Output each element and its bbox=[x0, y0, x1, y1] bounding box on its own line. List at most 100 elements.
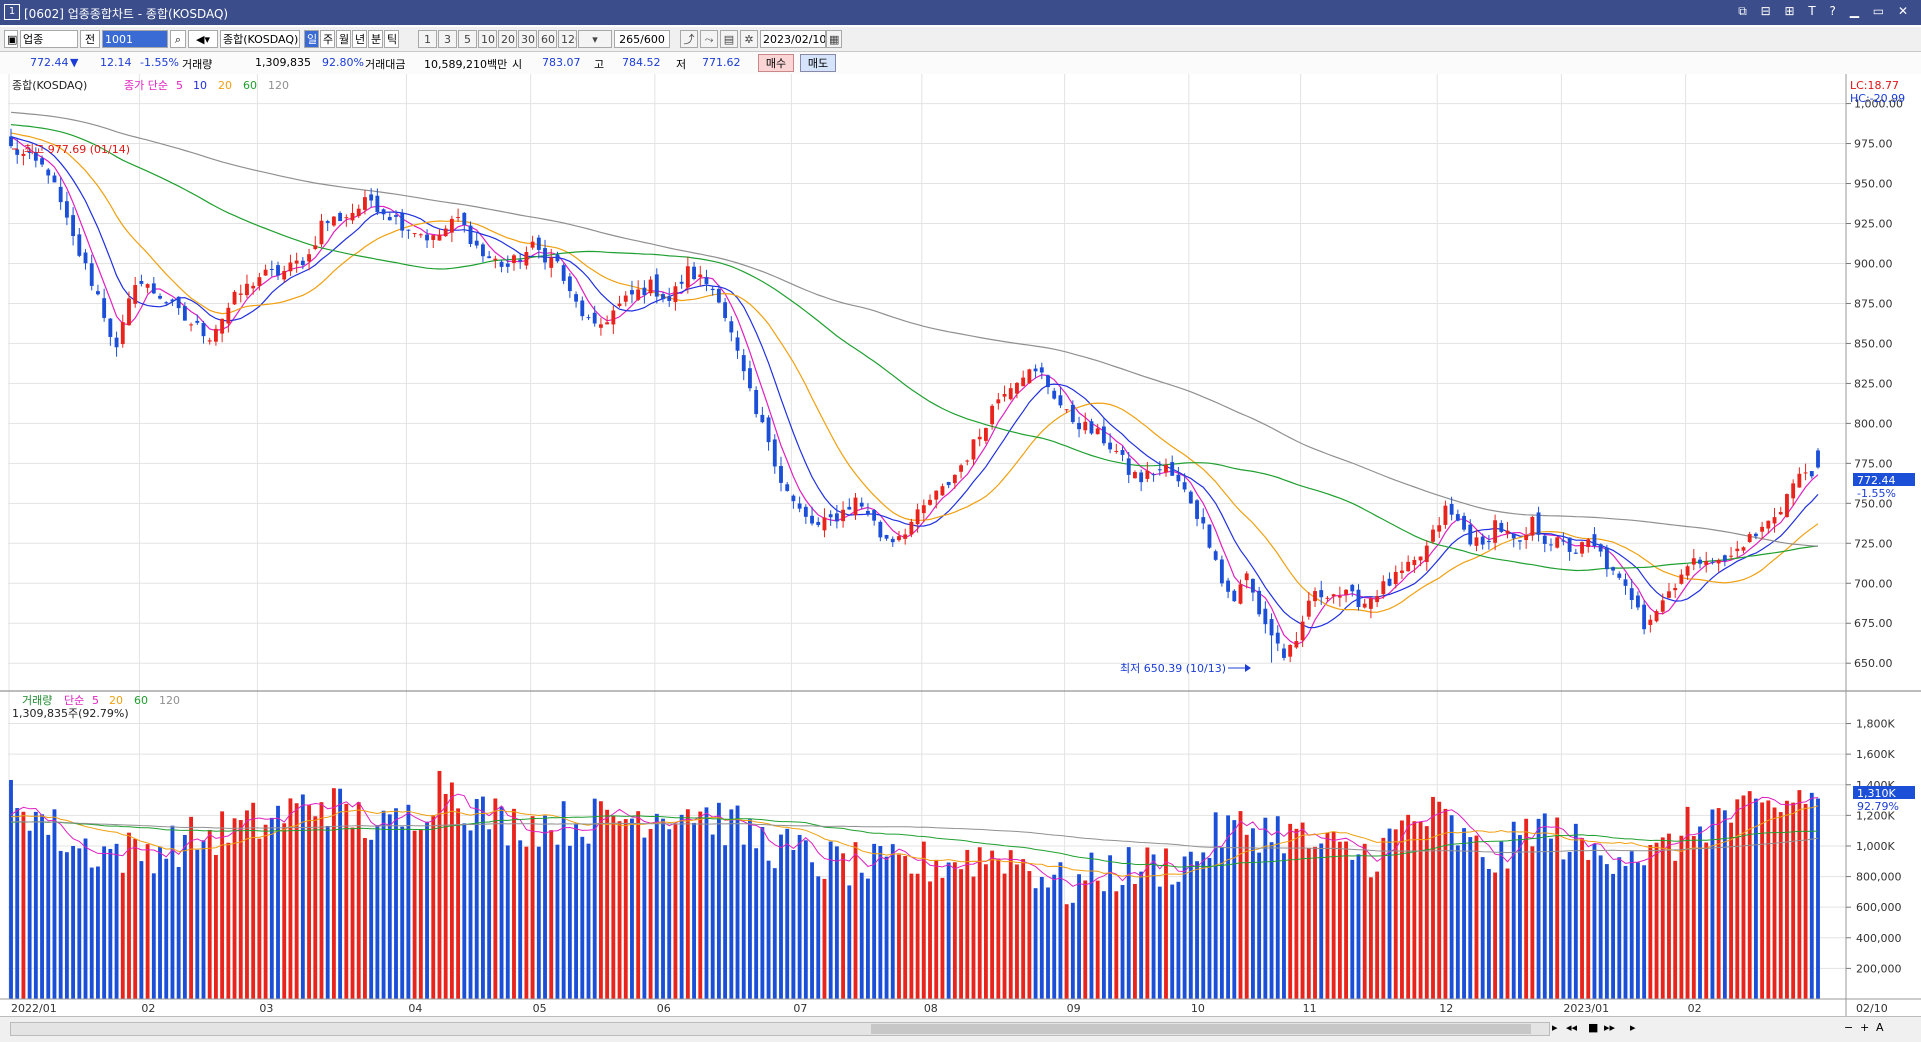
period-button[interactable]: 주 bbox=[320, 30, 335, 48]
candle-body bbox=[1716, 560, 1721, 564]
window-controls[interactable]: ⧉ ⊟ ⊞ T ? ▁ ▭ ✕ bbox=[1738, 4, 1913, 18]
chart-area[interactable]: 1,000.00 975.00 950.00 925.00 900.00 875.00 85… bbox=[0, 74, 1921, 1016]
volume-bar bbox=[1604, 864, 1609, 999]
gear-icon[interactable]: ✲ bbox=[740, 30, 758, 48]
minute-button[interactable]: 120 bbox=[558, 30, 577, 48]
candle-body bbox=[946, 481, 951, 486]
volume-bar bbox=[1325, 832, 1330, 999]
buy-button[interactable]: 매수 bbox=[758, 54, 794, 72]
calendar-icon[interactable]: ▦ bbox=[826, 30, 842, 48]
minute-button[interactable]: 30 bbox=[518, 30, 537, 48]
nav-next-icon[interactable]: ▸▸ bbox=[1604, 1021, 1616, 1034]
layout-icon[interactable]: ▣ bbox=[4, 30, 18, 48]
volume-bar bbox=[245, 810, 249, 999]
candle-body bbox=[1195, 500, 1199, 519]
candle-body bbox=[1623, 579, 1628, 586]
volume-bar bbox=[1145, 847, 1150, 999]
volume-bar bbox=[1294, 828, 1299, 999]
tick-input[interactable]: ▾ bbox=[578, 30, 612, 48]
sell-button[interactable]: 매도 bbox=[800, 54, 836, 72]
volume-bar bbox=[481, 796, 485, 999]
horizontal-scrollbar[interactable] bbox=[10, 1022, 1550, 1036]
candle-body bbox=[648, 279, 653, 294]
volume-bar bbox=[176, 867, 181, 999]
scroll-thumb[interactable] bbox=[871, 1024, 1531, 1034]
period-button[interactable]: 분 bbox=[368, 30, 383, 48]
period-button[interactable]: 년 bbox=[352, 30, 367, 48]
time-tick-label: 10 bbox=[1191, 1002, 1205, 1015]
save-icon[interactable]: ▤ bbox=[720, 30, 738, 48]
volume-bar bbox=[1368, 877, 1373, 999]
candle-body bbox=[878, 521, 883, 538]
volume-bar bbox=[940, 877, 945, 999]
price-legend-period: 10 bbox=[193, 79, 207, 92]
nav-first-icon[interactable]: ▸ bbox=[1552, 1021, 1558, 1034]
count-input[interactable]: 265/600 bbox=[614, 30, 670, 48]
nav-prev-icon[interactable]: ◂◂ bbox=[1566, 1021, 1578, 1034]
candle-body bbox=[1219, 559, 1224, 584]
nav-stop-icon[interactable]: ■ bbox=[1588, 1021, 1599, 1034]
volume-bar bbox=[170, 825, 175, 999]
time-tick-label: 2022/01 bbox=[11, 1002, 57, 1015]
volume-bar bbox=[319, 802, 324, 999]
volume-bar bbox=[673, 824, 678, 999]
volume-bar bbox=[431, 815, 436, 999]
candle-body bbox=[1015, 382, 1019, 394]
candle-body bbox=[803, 506, 808, 517]
minute-button[interactable]: 5 bbox=[458, 30, 477, 48]
volume-bar bbox=[928, 881, 932, 999]
minute-button[interactable]: 60 bbox=[538, 30, 557, 48]
volume-bar bbox=[1027, 871, 1032, 999]
volume-bar bbox=[716, 802, 721, 999]
volume-bar bbox=[226, 842, 231, 999]
candle-body bbox=[661, 294, 665, 300]
minute-button[interactable]: 3 bbox=[438, 30, 457, 48]
price-legend-period: 120 bbox=[268, 79, 289, 92]
zoom-out-icon[interactable]: − bbox=[1844, 1021, 1854, 1034]
candle-body bbox=[716, 288, 721, 303]
candle-body bbox=[437, 234, 442, 241]
nav-play-icon[interactable]: ▸ bbox=[1630, 1021, 1636, 1034]
period-button[interactable]: 틱 bbox=[384, 30, 399, 48]
period-button[interactable]: 월 bbox=[336, 30, 351, 48]
volume-bar bbox=[1095, 880, 1100, 999]
line-chart-icon[interactable]: ⤴ bbox=[680, 30, 698, 48]
date-input[interactable]: 2023/02/10 bbox=[760, 30, 826, 48]
candle-body bbox=[1635, 595, 1640, 608]
search-icon[interactable]: ⌕ bbox=[170, 30, 186, 48]
volume-bar bbox=[1151, 854, 1156, 999]
volume-bar bbox=[114, 843, 119, 999]
volume-bar bbox=[654, 813, 659, 999]
minute-button[interactable]: 10 bbox=[478, 30, 497, 48]
volume-bar bbox=[282, 823, 287, 999]
volume-bar bbox=[1555, 817, 1560, 999]
volume-bar bbox=[524, 846, 529, 999]
volume-bar bbox=[15, 808, 20, 999]
candle-body bbox=[406, 229, 411, 231]
price-legend-periods: 5 10 20 60 120 bbox=[176, 79, 289, 92]
volume-bar bbox=[33, 811, 38, 999]
volume-bar bbox=[207, 829, 212, 999]
candle-body bbox=[170, 299, 175, 302]
candle-body bbox=[530, 241, 535, 248]
volume-tick-label: 1,600K bbox=[1856, 748, 1895, 761]
time-tick-label: 02/10 bbox=[1856, 1002, 1888, 1015]
zoom-in-icon[interactable]: + bbox=[1860, 1021, 1870, 1034]
compare-icon[interactable]: ⤳ bbox=[700, 30, 718, 48]
minute-button[interactable]: 20 bbox=[498, 30, 517, 48]
speaker-icon[interactable]: ◀▾ bbox=[188, 30, 218, 48]
candle-body bbox=[785, 484, 790, 491]
period-button[interactable]: 일 bbox=[304, 30, 319, 48]
type-select[interactable]: 업종 bbox=[20, 30, 78, 48]
jeon-button[interactable]: 전 bbox=[80, 30, 100, 48]
volume-bar bbox=[1275, 816, 1280, 999]
code-input[interactable]: 1001 bbox=[102, 30, 168, 48]
candle-body bbox=[71, 215, 76, 237]
volume-bar bbox=[1530, 846, 1535, 999]
font-size-icon[interactable]: A bbox=[1876, 1021, 1884, 1034]
price-ma-line bbox=[10, 111, 1819, 547]
candle-body bbox=[549, 257, 554, 268]
volume-bar bbox=[263, 824, 268, 999]
candle-body bbox=[64, 201, 69, 218]
minute-button[interactable]: 1 bbox=[418, 30, 437, 48]
